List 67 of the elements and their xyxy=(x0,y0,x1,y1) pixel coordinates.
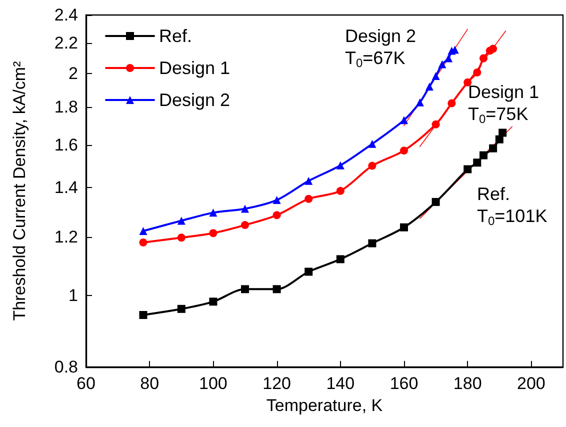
point xyxy=(336,161,344,170)
y-tick-label: 1.2 xyxy=(54,228,78,247)
point xyxy=(241,221,249,230)
y-tick-label: 0.8 xyxy=(54,358,78,376)
point xyxy=(448,99,456,108)
point xyxy=(272,196,281,204)
point xyxy=(209,229,218,238)
point xyxy=(336,255,344,264)
point xyxy=(498,128,507,137)
point xyxy=(139,310,148,319)
x-tick-label: 200 xyxy=(517,374,546,393)
point xyxy=(272,211,281,220)
point xyxy=(400,146,408,155)
point xyxy=(400,223,408,232)
point xyxy=(432,72,440,80)
point xyxy=(368,162,376,170)
x-axis-title: Temperature, K xyxy=(266,396,384,415)
point xyxy=(489,44,498,53)
point xyxy=(209,208,218,217)
legend-label: Design 2 xyxy=(159,90,230,110)
point xyxy=(489,144,498,152)
y-tick-label: 1.8 xyxy=(54,98,78,117)
point xyxy=(272,285,281,294)
point xyxy=(209,298,218,306)
point xyxy=(304,194,313,203)
point xyxy=(473,158,482,167)
point xyxy=(336,186,344,195)
legend-label: Design 1 xyxy=(159,58,230,78)
point xyxy=(480,54,488,62)
point xyxy=(139,238,148,246)
x-tick-label: 100 xyxy=(199,374,228,393)
point xyxy=(241,285,249,294)
point xyxy=(177,216,186,225)
point xyxy=(495,135,504,144)
point xyxy=(368,140,376,148)
point xyxy=(177,234,186,242)
y-tick-label: 2.2 xyxy=(54,33,78,52)
y-tick-label: 1.6 xyxy=(54,135,78,154)
point xyxy=(464,165,472,174)
point xyxy=(432,120,440,128)
point xyxy=(177,304,186,313)
point xyxy=(304,176,313,185)
point xyxy=(480,151,488,160)
point xyxy=(139,227,148,236)
x-tick-label: 60 xyxy=(76,374,96,393)
point xyxy=(444,54,453,62)
point xyxy=(400,116,408,124)
point xyxy=(438,60,446,68)
x-tick-label: 80 xyxy=(140,374,160,393)
x-tick-label: 160 xyxy=(390,374,418,393)
point xyxy=(464,78,472,86)
point xyxy=(473,68,482,76)
legend-label: Ref. xyxy=(159,26,192,46)
x-tick-label: 180 xyxy=(453,374,482,393)
point xyxy=(432,198,440,206)
point xyxy=(241,204,249,213)
point xyxy=(304,268,313,276)
x-tick-label: 140 xyxy=(326,374,355,393)
y-tick-label: 1 xyxy=(68,286,78,306)
point xyxy=(425,82,434,91)
point xyxy=(416,98,424,106)
y-tick-label: 1.4 xyxy=(54,178,78,198)
y-axis-title: Threshold Current Density, kA/cm² xyxy=(10,60,29,321)
y-tick-label: 2.4 xyxy=(54,6,78,24)
point xyxy=(368,239,376,248)
x-tick-label: 120 xyxy=(262,374,291,393)
y-tick-label: 2 xyxy=(68,64,78,83)
